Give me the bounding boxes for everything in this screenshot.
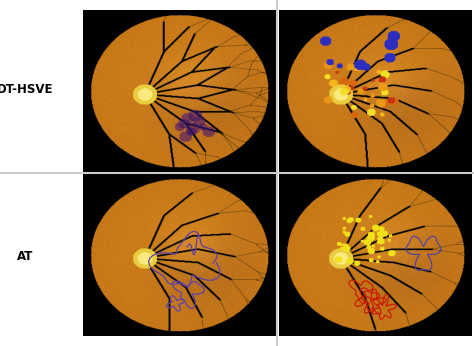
- Text: AT: AT: [17, 249, 33, 263]
- Text: DT-HSVE: DT-HSVE: [0, 83, 53, 97]
